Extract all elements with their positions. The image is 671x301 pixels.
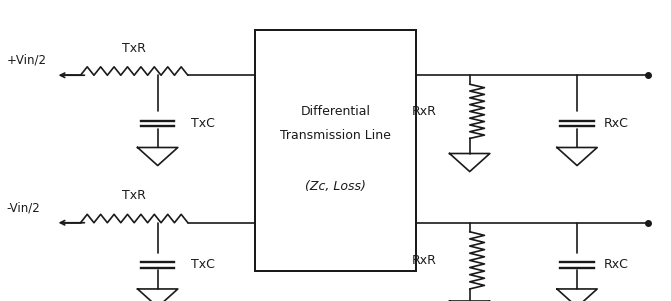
Text: -Vin/2: -Vin/2 [7, 201, 40, 214]
Text: RxC: RxC [604, 117, 629, 130]
Text: +Vin/2: +Vin/2 [7, 54, 47, 67]
Text: TxR: TxR [122, 189, 146, 202]
Text: TxC: TxC [191, 117, 215, 130]
Text: TxR: TxR [122, 42, 146, 55]
Text: RxR: RxR [411, 105, 436, 118]
Text: RxR: RxR [411, 254, 436, 267]
Text: RxC: RxC [604, 258, 629, 272]
Text: (Zc, Loss): (Zc, Loss) [305, 180, 366, 193]
Text: TxC: TxC [191, 258, 215, 272]
Bar [255, 30, 416, 271]
Text: Differential: Differential [301, 105, 370, 118]
Text: Transmission Line: Transmission Line [280, 129, 391, 142]
